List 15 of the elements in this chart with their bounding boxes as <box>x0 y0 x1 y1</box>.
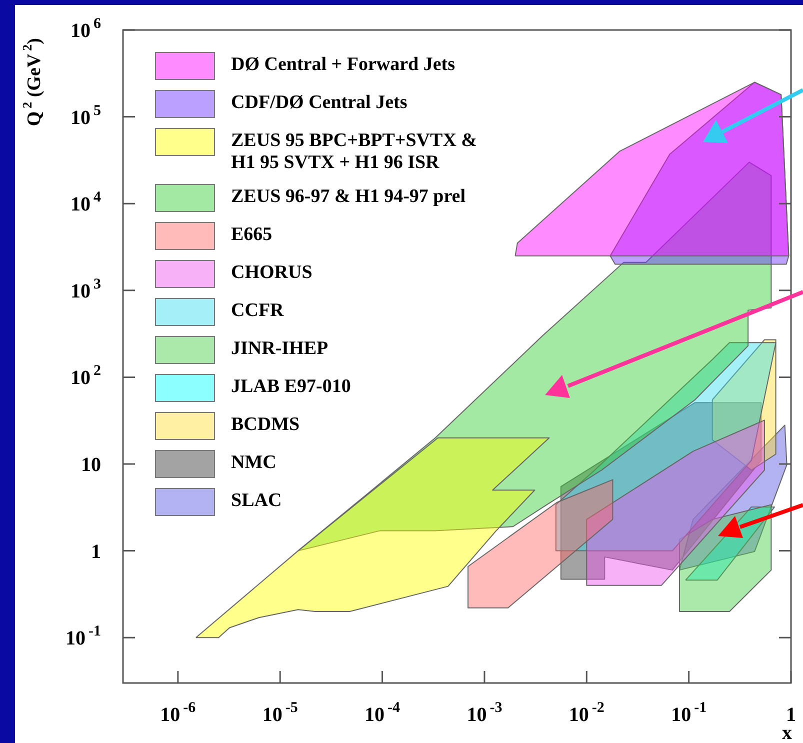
legend-label: DØ Central + Forward Jets <box>231 53 456 76</box>
legend-label: ZEUS 95 BPC+BPT+SVTX & H1 95 SVTX + H1 96 ISR <box>231 129 478 174</box>
y-axis-title: Q2 (GeV2) <box>19 38 45 126</box>
legend-label: ZEUS 96-97 & H1 94-97 prel <box>231 185 467 208</box>
legend-label: E665 <box>231 223 274 246</box>
legend-label: BCDMS <box>231 413 301 436</box>
legend-label: NMC <box>231 451 278 474</box>
legend-label: CHORUS <box>231 261 314 284</box>
legend-label: CCFR <box>231 299 285 322</box>
y-tick-label: 1 <box>91 540 101 563</box>
y-tick-label: 10 <box>81 454 101 476</box>
legend-label: JLAB E97-010 <box>231 375 352 398</box>
legend-label: SLAC <box>231 489 283 512</box>
legend-label: JINR-IHEP <box>231 337 330 360</box>
legend-label: CDF/DØ Central Jets <box>231 91 408 114</box>
